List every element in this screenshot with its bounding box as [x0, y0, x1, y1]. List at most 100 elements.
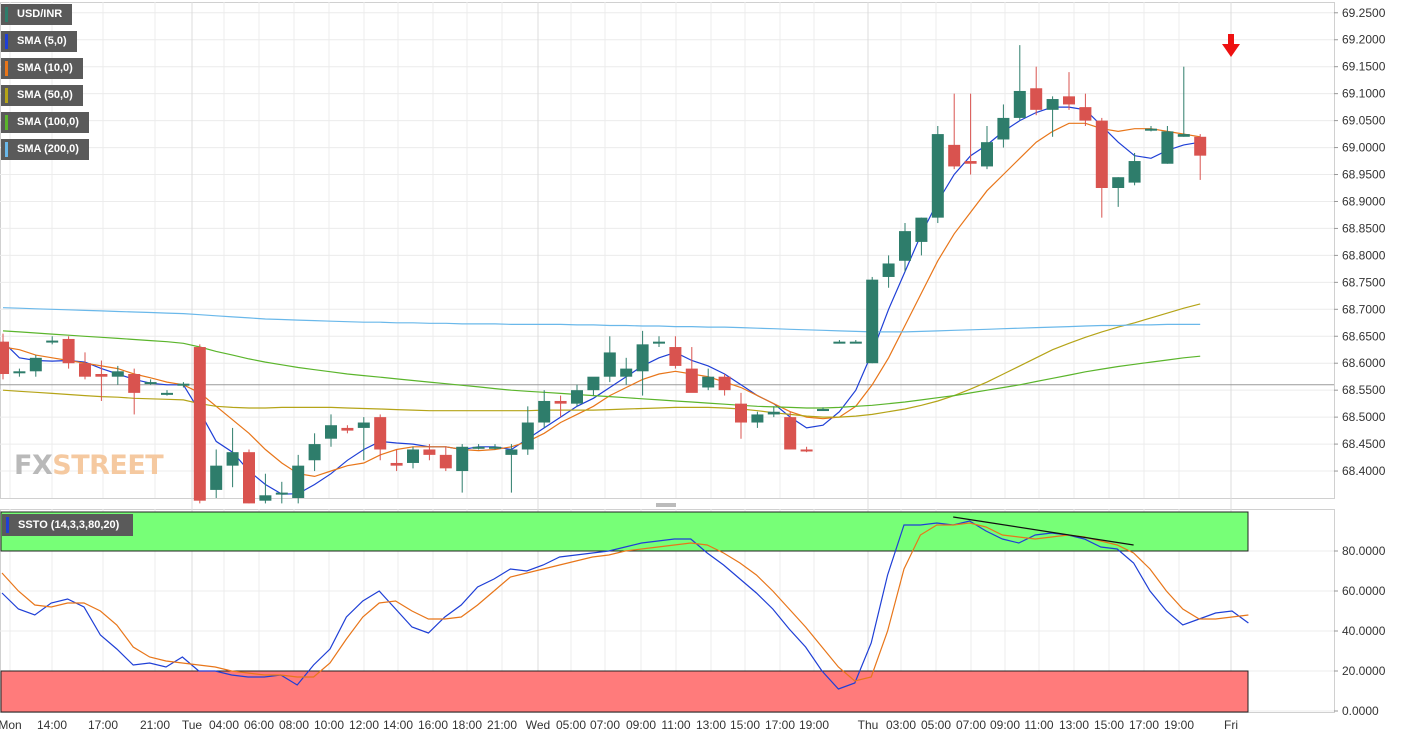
price-tick-label: 68.5500	[1342, 383, 1386, 397]
candle-body	[1128, 161, 1141, 183]
price-tick-label: 69.2000	[1342, 33, 1386, 47]
time-tick-label: 05:00	[556, 718, 586, 732]
candle	[292, 454, 305, 504]
candle	[95, 360, 108, 401]
time-tick-label: 16:00	[418, 718, 448, 732]
candle	[882, 255, 895, 288]
price-tick-label: 68.4500	[1342, 437, 1386, 451]
price-tick-label: 69.0500	[1342, 114, 1386, 128]
candle-body	[243, 452, 255, 504]
candle-body	[456, 446, 469, 472]
time-tick-label: 04:00	[209, 718, 239, 732]
candle-body	[1161, 131, 1174, 164]
down-arrow-icon	[1222, 34, 1240, 57]
candle	[472, 444, 485, 450]
candle-body	[144, 382, 157, 385]
legend-sma100[interactable]: SMA (100,0)	[1, 112, 89, 133]
ssto-k-line	[1, 520, 1249, 690]
candle-body	[489, 446, 501, 449]
candle	[456, 444, 469, 493]
candle	[653, 336, 665, 348]
candle	[193, 344, 206, 504]
candle-body	[620, 368, 633, 377]
candle	[1128, 152, 1141, 186]
candle-body	[981, 142, 993, 167]
candle-body	[79, 363, 91, 377]
candle	[931, 126, 944, 224]
candle	[1177, 66, 1190, 137]
candle-body	[472, 446, 485, 449]
legend-sma5[interactable]: SMA (5,0)	[1, 31, 77, 52]
candle-body	[161, 392, 173, 395]
candle-body	[1145, 128, 1157, 131]
candle-body	[554, 400, 567, 404]
candle-body	[669, 347, 682, 366]
legend-sma200-label: SMA (200,0)	[17, 143, 79, 155]
time-tick-label: 13:00	[1059, 718, 1089, 732]
candle	[1046, 96, 1059, 137]
candle-body	[964, 161, 977, 164]
price-tick-label: 68.4000	[1342, 464, 1386, 478]
ssto-zones	[0, 511, 1249, 713]
candle-body	[1112, 177, 1125, 188]
candle-body	[341, 427, 354, 431]
candle	[144, 379, 157, 385]
ssto-legend[interactable]: SSTO (14,3,3,80,20)	[2, 514, 134, 536]
legend-sma200[interactable]: SMA (200,0)	[1, 139, 89, 160]
time-tick-label: 15:00	[730, 718, 760, 732]
candle	[308, 433, 321, 472]
time-tick-label: 14:00	[383, 718, 413, 732]
indicator-legend: USD/INR SMA (5,0) SMA (10,0) SMA (50,0) …	[1, 4, 89, 166]
candle-body	[751, 414, 764, 423]
legend-sma10[interactable]: SMA (10,0)	[1, 58, 83, 79]
candles[interactable]	[0, 45, 1207, 504]
candle	[587, 376, 600, 396]
candle	[964, 93, 977, 175]
price-tick-label: 68.5000	[1342, 410, 1386, 424]
candle	[1063, 72, 1075, 110]
candle	[357, 417, 370, 461]
candle	[0, 333, 9, 380]
price-tick-label: 68.6000	[1342, 356, 1386, 370]
time-tick-label: 07:00	[956, 718, 986, 732]
candle	[161, 390, 173, 396]
legend-symbol-label: USD/INR	[17, 8, 63, 20]
time-tick-label: 17:00	[765, 718, 795, 732]
sma200-swatch	[5, 142, 8, 157]
candle	[571, 384, 583, 407]
candle	[1013, 45, 1026, 121]
candle	[866, 276, 879, 364]
candle	[226, 427, 239, 488]
legend-sma50[interactable]: SMA (50,0)	[1, 85, 83, 106]
candle	[669, 336, 682, 369]
time-tick-label: 03:00	[886, 718, 916, 732]
ssto-tick-label: 60.0000	[1342, 584, 1386, 598]
candle-body	[210, 465, 223, 490]
time-tick-label: 14:00	[37, 718, 67, 732]
candle-body	[1095, 120, 1108, 188]
candle-body	[1030, 88, 1043, 110]
candle-body	[1079, 107, 1092, 121]
candle	[1161, 126, 1174, 164]
fxstreet-logo: FXSTREET	[14, 450, 164, 481]
candle-body	[931, 134, 944, 218]
time-tick-label: 17:00	[88, 718, 118, 732]
ssto-swatch	[6, 517, 9, 533]
candle-body	[784, 417, 797, 450]
arrow-shaft	[1228, 34, 1234, 45]
candle	[603, 336, 616, 383]
legend-sma5-label: SMA (5,0)	[17, 35, 67, 47]
candle	[636, 330, 649, 396]
price-tick-label: 68.7500	[1342, 275, 1386, 289]
time-tick-label: 10:00	[314, 718, 344, 732]
panel-resize-handle[interactable]	[656, 503, 676, 507]
candle	[751, 411, 764, 428]
logo-part-street: STREET	[52, 450, 164, 481]
time-tick-label: 11:00	[661, 718, 690, 732]
price-tick-label: 68.9500	[1342, 168, 1386, 182]
time-tick-label: Mon	[0, 718, 22, 732]
price-tick-label: 68.9000	[1342, 194, 1386, 208]
legend-symbol[interactable]: USD/INR	[1, 4, 73, 25]
candle-body	[866, 279, 879, 364]
